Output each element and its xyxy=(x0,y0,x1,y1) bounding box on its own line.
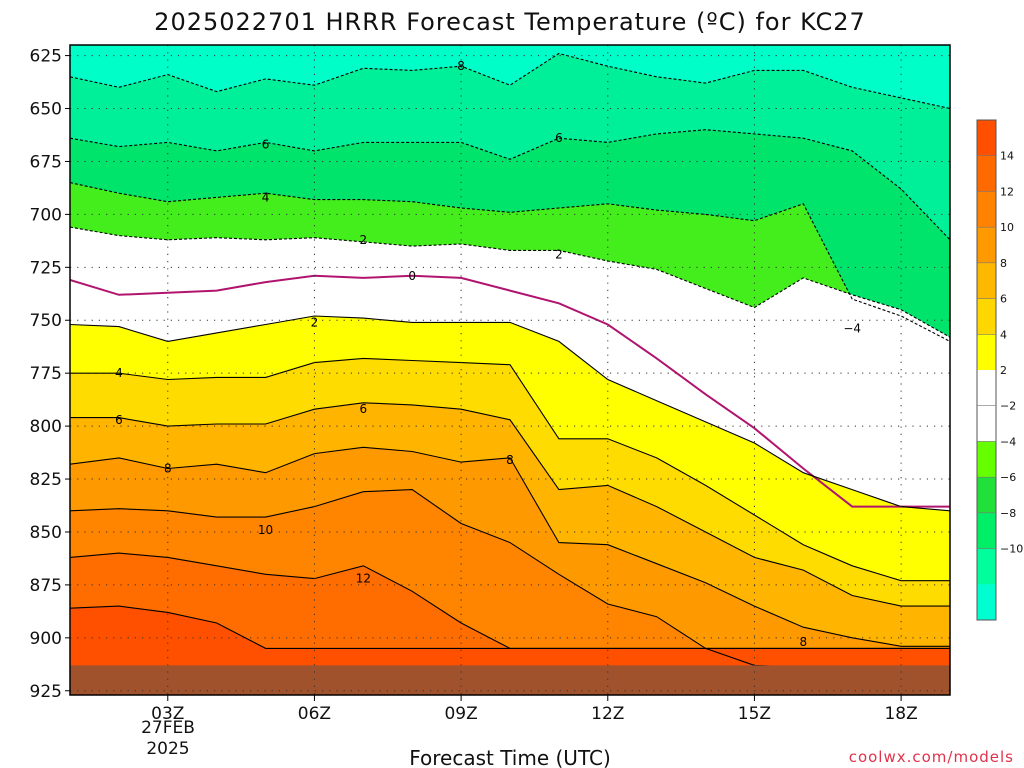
colorbar-label: −8 xyxy=(1000,507,1016,520)
plot-border xyxy=(69,44,951,696)
colorbar-border xyxy=(976,119,997,621)
colorbar-label: −10 xyxy=(1000,543,1023,556)
colorbar-segment xyxy=(977,262,996,300)
ground-fill xyxy=(70,665,950,695)
y-tick-label: 775 xyxy=(30,364,62,384)
x-axis-label: Forecast Time (UTC) xyxy=(409,746,611,768)
y-tick-label: 925 xyxy=(30,682,62,702)
contour-line-2 xyxy=(70,315,950,512)
ground-layer xyxy=(70,665,950,695)
x-tick-label: 18Z xyxy=(884,704,917,724)
y-tick-label: 900 xyxy=(30,629,62,649)
y-tick-label: 650 xyxy=(30,100,62,120)
colorbar-segment xyxy=(977,477,996,514)
colorbar-segment xyxy=(977,227,996,264)
temperature-contours xyxy=(70,52,950,669)
y-tick-label: 800 xyxy=(30,417,62,437)
colorbar-segment xyxy=(977,405,996,442)
x-tick-label: 03Z xyxy=(151,704,184,724)
colorbar-segment xyxy=(977,548,996,585)
colorbar-segment xyxy=(977,441,996,478)
colorbar-label: −4 xyxy=(1000,435,1016,448)
x-tick-label: 15Z xyxy=(738,704,771,724)
colorbar-label: 12 xyxy=(1000,185,1014,198)
colorbar-segment xyxy=(977,298,996,335)
contour-label: 8 xyxy=(800,635,808,649)
contour-line-0 xyxy=(70,274,950,508)
contour-label: 8 xyxy=(506,453,514,467)
colorbar: 14 12 10 8 6 4 2 −2 −4 −6 −8 −10 xyxy=(976,119,1023,621)
colorbar-segment xyxy=(977,155,996,192)
contour-label: 6 xyxy=(262,138,270,152)
y-tick-label: 825 xyxy=(30,470,62,490)
contour-line-6 xyxy=(70,129,950,241)
colorbar-label: 8 xyxy=(1000,257,1007,270)
colorbar-label: 2 xyxy=(1000,364,1007,377)
contour-label: 12 xyxy=(356,572,371,586)
contour-line-2 xyxy=(70,226,950,338)
x-tick-label: 09Z xyxy=(444,704,477,724)
colorbar-segment xyxy=(977,191,996,228)
plot-frame xyxy=(69,44,951,696)
contour-line-4 xyxy=(70,182,950,342)
temperature-fill-bands xyxy=(70,53,950,695)
colorbar-segment xyxy=(977,334,996,371)
colorbar-label: −6 xyxy=(1000,471,1016,484)
x-tick-label: 06Z xyxy=(298,704,331,724)
contour-label: 4 xyxy=(115,366,123,380)
contour-label: −4 xyxy=(843,322,861,336)
x-date-year-label: 2025 xyxy=(146,739,189,759)
colorbar-segment xyxy=(977,512,996,550)
colorbar-segment xyxy=(977,584,996,621)
contour-line-8 xyxy=(70,446,950,647)
y-tick-label: 700 xyxy=(30,205,62,225)
contour-label: 4 xyxy=(262,190,270,204)
colorbar-segment xyxy=(977,370,996,407)
contour-line-14 xyxy=(70,605,950,649)
contour-line-6 xyxy=(70,402,950,607)
y-axis-ticks: 625 650 675 700 725 750 775 800 825 850 875 900 925 xyxy=(30,47,70,702)
y-tick-label: 625 xyxy=(30,47,62,67)
y-tick-label: 850 xyxy=(30,523,62,543)
y-tick-label: 875 xyxy=(30,576,62,596)
contour-line-8 xyxy=(70,52,950,110)
y-tick-label: 750 xyxy=(30,311,62,331)
contour-line-4 xyxy=(70,357,950,582)
contour-label: 6 xyxy=(555,131,563,145)
chart-title: 2025022701 HRRR Forecast Temperature (ºC… xyxy=(154,8,866,36)
contour-label: 2 xyxy=(555,248,563,262)
y-tick-label: 725 xyxy=(30,258,62,278)
contour-labels: 8 6 6 4 2 2 0 2 −4 4 6 6 8 8 10 12 8 xyxy=(115,59,861,649)
contour-label: 2 xyxy=(360,233,368,247)
colorbar-label: −2 xyxy=(1000,400,1016,413)
watermark: coolwx.com/models xyxy=(849,748,1014,766)
contour-label: 2 xyxy=(311,315,319,329)
x-tick-label: 12Z xyxy=(591,704,624,724)
y-tick-label: 675 xyxy=(30,152,62,172)
grid-lines xyxy=(70,45,950,695)
colorbar-label: 10 xyxy=(1000,221,1014,234)
contour-label: 6 xyxy=(115,413,123,427)
contour-label: 0 xyxy=(408,269,416,283)
contour-label: 10 xyxy=(258,523,273,537)
contour-label: 8 xyxy=(457,59,465,73)
x-date-day-label: 27FEB xyxy=(141,718,195,738)
x-axis-ticks: 03Z 06Z 09Z 12Z 15Z 18Z xyxy=(151,695,918,724)
colorbar-segment xyxy=(977,120,996,157)
colorbar-label: 4 xyxy=(1000,328,1007,341)
contour-label: 6 xyxy=(360,402,368,416)
colorbar-label: 6 xyxy=(1000,293,1007,306)
colorbar-label: 14 xyxy=(1000,150,1014,163)
contour-label: 8 xyxy=(164,461,172,475)
